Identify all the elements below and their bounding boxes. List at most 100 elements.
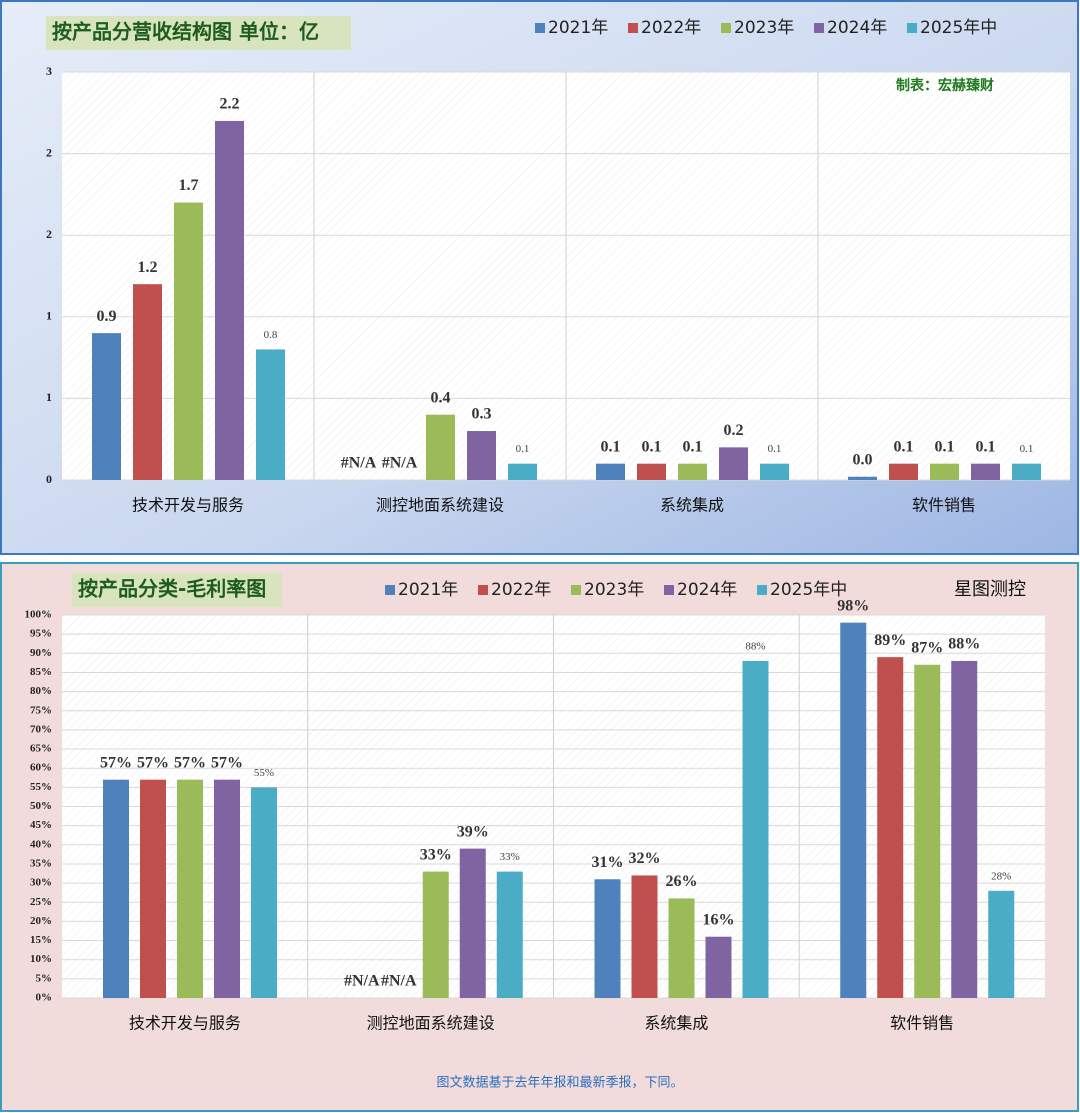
- data-label: #N/A: [344, 973, 380, 990]
- bar: [174, 202, 203, 480]
- x-tick-label: 技术开发与服务: [132, 496, 244, 515]
- data-label: 57%: [100, 754, 132, 771]
- y-tick-label: 2: [46, 227, 52, 241]
- y-tick-label: 45%: [30, 819, 52, 831]
- y-tick-label: 40%: [30, 838, 52, 850]
- bar: [719, 447, 748, 480]
- y-tick-label: 30%: [30, 877, 52, 889]
- data-label: 0.1: [894, 438, 914, 455]
- legend-swatch: [385, 585, 395, 595]
- bar: [256, 349, 285, 480]
- legend-label: 2021年: [398, 580, 458, 600]
- legend-swatch: [814, 23, 824, 33]
- legend-label: 2023年: [734, 18, 794, 38]
- data-label: 0.1: [516, 443, 530, 455]
- bar: [596, 463, 625, 480]
- x-tick-label: 测控地面系统建设: [367, 1014, 495, 1033]
- data-label: 0.1: [976, 438, 996, 455]
- y-tick-label: 55%: [30, 781, 52, 793]
- legend-label: 2022年: [641, 18, 701, 38]
- data-label: 16%: [703, 911, 735, 928]
- x-tick-label: 系统集成: [660, 496, 724, 515]
- legend-swatch: [757, 585, 767, 595]
- y-tick-label: 60%: [30, 762, 52, 774]
- bar: [594, 879, 621, 998]
- bar: [426, 414, 455, 480]
- legend-swatch: [628, 23, 638, 33]
- note: 图文数据基于去年年报和最新季报，下同。: [436, 1075, 683, 1091]
- data-label: 89%: [874, 632, 906, 649]
- data-label: 39%: [457, 823, 489, 840]
- y-tick-label: 3: [46, 64, 52, 78]
- bar: [508, 463, 537, 480]
- data-label: 57%: [137, 754, 169, 771]
- data-label: 57%: [174, 754, 206, 771]
- legend-label: 2024年: [677, 580, 737, 600]
- bar: [214, 779, 240, 998]
- x-tick-label: 技术开发与服务: [129, 1014, 241, 1033]
- data-label: 87%: [911, 639, 943, 656]
- y-tick-label: 85%: [30, 666, 52, 678]
- bar: [459, 848, 486, 998]
- legend-swatch: [478, 585, 488, 595]
- y-tick-label: 1: [46, 390, 52, 404]
- data-label: 33%: [500, 851, 520, 863]
- legend-label: 2022年: [491, 580, 551, 600]
- bar: [496, 871, 523, 998]
- legend-label: 2023年: [584, 580, 644, 600]
- annotation: 制表：宏赫臻财: [896, 77, 994, 94]
- chart-title: 按产品分类-毛利率图: [78, 577, 266, 601]
- bar: [177, 779, 203, 998]
- legend-label: 2021年: [548, 18, 608, 38]
- data-label: 98%: [837, 597, 869, 614]
- bar: [760, 463, 789, 480]
- bar: [637, 463, 666, 480]
- data-label: 57%: [211, 754, 243, 771]
- bar: [840, 622, 867, 998]
- data-label: 2.2: [220, 96, 240, 113]
- bar: [914, 664, 941, 998]
- x-tick-label: 测控地面系统建设: [376, 496, 504, 515]
- data-label: #N/A: [341, 455, 377, 472]
- data-label: 0.1: [768, 443, 782, 455]
- y-tick-label: 5%: [36, 972, 53, 984]
- y-tick-label: 0: [46, 472, 52, 486]
- data-label: 0.3: [472, 406, 492, 423]
- y-tick-label: 90%: [30, 647, 52, 659]
- y-tick-label: 100%: [25, 609, 53, 621]
- bar: [971, 463, 1000, 480]
- data-label: 32%: [629, 850, 661, 867]
- legend-swatch: [664, 585, 674, 595]
- bar: [930, 463, 959, 480]
- y-tick-label: 50%: [30, 800, 52, 812]
- bar: [103, 779, 129, 998]
- legend-swatch: [907, 23, 917, 33]
- data-label: 0.8: [264, 329, 278, 341]
- bar: [140, 779, 166, 998]
- bar: [848, 476, 877, 480]
- legend-label: 2024年: [827, 18, 887, 38]
- data-label: 0.1: [935, 438, 955, 455]
- bar: [251, 787, 277, 998]
- data-label: 33%: [420, 846, 452, 863]
- data-label: 0.0: [853, 451, 873, 468]
- data-label: #N/A: [382, 455, 418, 472]
- annotation: 星图测控: [954, 579, 1026, 600]
- y-tick-label: 25%: [30, 896, 52, 908]
- bar: [951, 660, 978, 998]
- y-tick-label: 10%: [30, 953, 52, 965]
- bar: [631, 875, 658, 998]
- data-label: 1.2: [138, 259, 158, 276]
- bar: [92, 333, 121, 480]
- data-label: 0.1: [1020, 443, 1034, 455]
- y-tick-label: 2: [46, 145, 52, 159]
- legend-swatch: [571, 585, 581, 595]
- bar: [133, 284, 162, 480]
- bar: [988, 890, 1015, 998]
- title-box: [46, 16, 351, 50]
- bar: [705, 936, 732, 998]
- data-label: 0.9: [97, 308, 117, 325]
- legend-swatch: [721, 23, 731, 33]
- bar: [422, 871, 449, 998]
